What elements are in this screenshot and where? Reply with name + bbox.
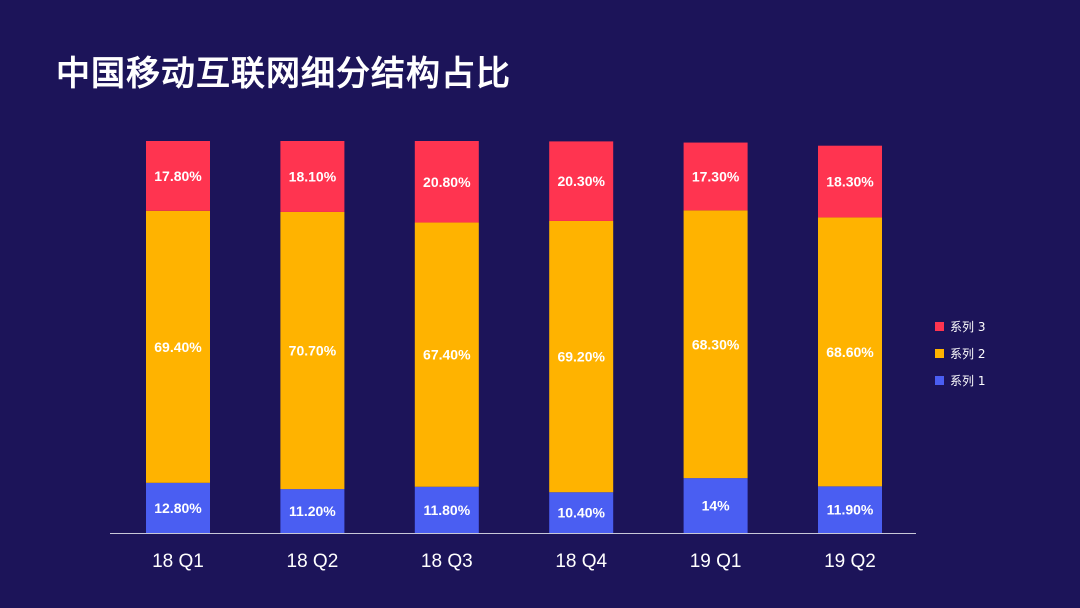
data-label-series-2-18-q4: 69.20% [557,349,605,365]
bar-segment-series-2-18-q2 [280,211,345,490]
bar-segment-series-2-19-q2 [818,217,882,487]
data-label-series-2-19-q1: 68.30% [692,336,740,352]
data-label-series-2-19-q2: 68.60% [826,344,874,360]
data-label-series-2-18-q1: 69.40% [154,339,202,355]
bar-segment-series-2-18-q4 [549,220,614,493]
bar-segment-series-1-19-q1 [683,478,748,533]
legend-item-series-1: 系列 1 [935,372,985,388]
bar-segment-series-3-19-q2 [818,145,882,218]
x-tick-label-19-q1: 19 Q1 [690,551,742,572]
x-tick-label-18-q4: 18 Q4 [555,551,607,572]
legend-label-series-2: 系列 2 [950,346,986,361]
data-label-series-1-18-q1: 12.80% [154,500,202,516]
data-label-series-3-18-q3: 20.80% [423,174,471,190]
bar-segment-series-2-18-q1 [146,210,210,483]
data-label-series-3-18-q2: 18.10% [289,168,337,184]
bar-segment-series-1-18-q3 [414,486,479,533]
chart-title: 中国移动互联网细分结构占比 [56,54,511,94]
x-tick-label-19-q2: 19 Q2 [824,551,876,572]
bar-segment-series-1-18-q4 [549,492,614,533]
legend-swatch-series-2 [935,348,944,358]
bar-segment-series-3-18-q4 [549,141,614,221]
legend-label-series-1: 系列 1 [950,373,986,388]
data-label-series-3-18-q4: 20.30% [557,173,605,189]
data-label-series-3-19-q2: 18.30% [826,174,874,190]
x-tick-label-18-q3: 18 Q3 [421,551,473,572]
legend-label-series-3: 系列 3 [950,319,986,334]
legend-item-series-2: 系列 2 [935,345,985,361]
bar-segment-series-1-18-q1 [146,482,210,533]
chart-legend: 系列 3 系列 2 系列 1 [935,318,985,399]
data-label-series-1-19-q1: 14% [702,498,731,514]
bar-segment-series-1-18-q2 [280,489,345,533]
data-label-series-1-18-q4: 10.40% [557,505,605,521]
bar-segment-series-1-19-q2 [818,486,882,533]
bar-segment-series-3-18-q3 [414,141,479,223]
bar-segment-series-2-19-q1 [683,210,748,479]
data-label-series-1-18-q3: 11.80% [423,502,470,518]
x-tick-label-18-q2: 18 Q2 [287,551,339,572]
bar-segment-series-3-19-q1 [683,142,748,211]
data-label-series-2-18-q2: 70.70% [289,343,337,359]
legend-item-series-3: 系列 3 [935,318,985,334]
legend-swatch-series-1 [935,375,944,385]
legend-swatch-series-3 [935,321,944,331]
data-label-series-3-18-q1: 17.80% [154,168,202,184]
data-label-series-3-19-q1: 17.30% [692,168,740,184]
data-label-series-1-18-q2: 11.20% [289,503,336,519]
bar-segment-series-2-18-q3 [414,222,479,487]
data-label-series-1-19-q2: 11.90% [827,502,874,518]
bar-segment-series-3-18-q1 [146,141,210,211]
data-label-series-2-18-q3: 67.40% [423,347,471,363]
x-tick-label-18-q1: 18 Q1 [152,551,204,572]
bar-segment-series-3-18-q2 [280,141,345,212]
